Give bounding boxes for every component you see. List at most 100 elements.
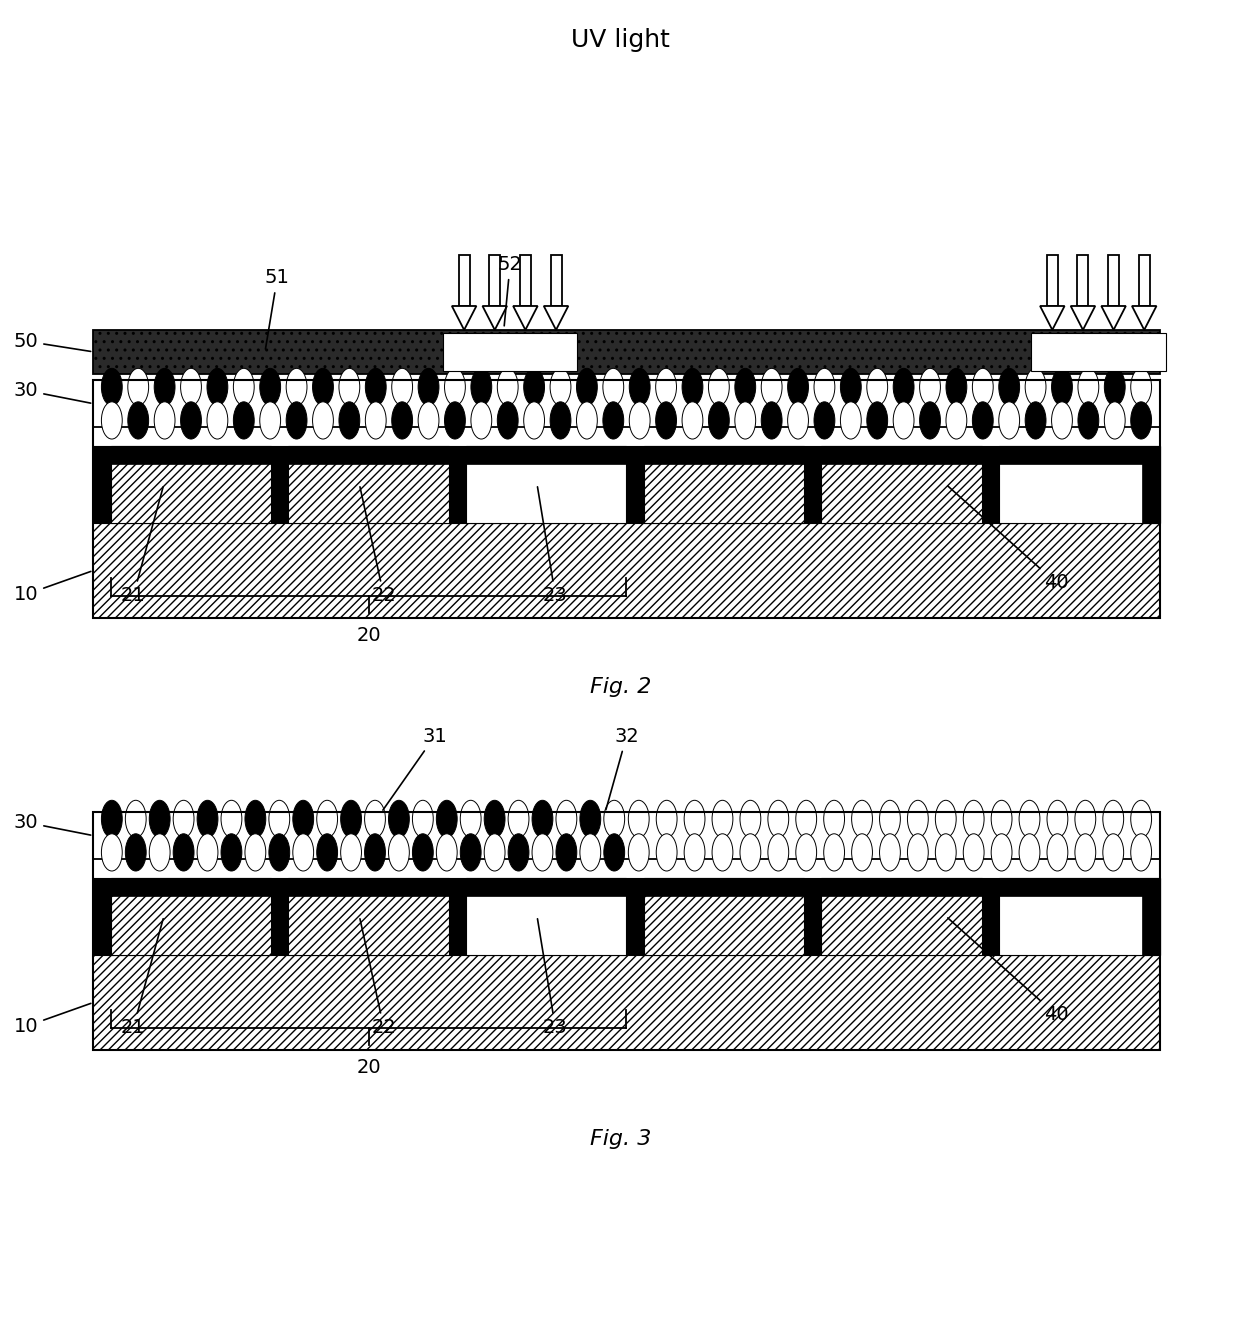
Ellipse shape bbox=[740, 800, 761, 838]
Bar bbox=[93, 380, 1159, 618]
Ellipse shape bbox=[998, 402, 1019, 439]
Ellipse shape bbox=[580, 834, 600, 872]
Ellipse shape bbox=[893, 368, 914, 406]
Ellipse shape bbox=[991, 800, 1012, 838]
Ellipse shape bbox=[484, 800, 505, 838]
Ellipse shape bbox=[556, 800, 577, 838]
Bar bbox=[1030, 333, 1166, 371]
Polygon shape bbox=[1070, 306, 1095, 330]
Ellipse shape bbox=[102, 402, 123, 439]
Ellipse shape bbox=[908, 800, 929, 838]
Bar bbox=[1142, 446, 1159, 522]
Ellipse shape bbox=[181, 402, 201, 439]
Ellipse shape bbox=[629, 800, 650, 838]
Text: 23: 23 bbox=[537, 486, 568, 606]
Text: 21: 21 bbox=[120, 486, 164, 606]
Bar bbox=[93, 330, 1159, 373]
Polygon shape bbox=[482, 306, 507, 330]
Text: 51: 51 bbox=[265, 269, 290, 349]
Text: 10: 10 bbox=[14, 1003, 91, 1035]
Ellipse shape bbox=[1131, 368, 1152, 406]
Bar bbox=[272, 877, 288, 955]
Ellipse shape bbox=[682, 402, 703, 439]
Ellipse shape bbox=[920, 368, 940, 406]
Ellipse shape bbox=[841, 368, 862, 406]
Ellipse shape bbox=[682, 368, 703, 406]
Polygon shape bbox=[466, 446, 626, 522]
Ellipse shape bbox=[293, 800, 314, 838]
Polygon shape bbox=[513, 306, 538, 330]
Ellipse shape bbox=[366, 368, 386, 406]
Ellipse shape bbox=[149, 800, 170, 838]
Ellipse shape bbox=[551, 402, 570, 439]
Bar bbox=[449, 877, 466, 955]
Ellipse shape bbox=[1131, 800, 1152, 838]
Ellipse shape bbox=[813, 402, 835, 439]
Bar bbox=[93, 877, 1159, 896]
Ellipse shape bbox=[551, 368, 570, 406]
Ellipse shape bbox=[181, 368, 201, 406]
Ellipse shape bbox=[708, 402, 729, 439]
Ellipse shape bbox=[708, 368, 729, 406]
Ellipse shape bbox=[867, 368, 888, 406]
Ellipse shape bbox=[1102, 800, 1123, 838]
Text: 20: 20 bbox=[356, 1058, 381, 1077]
Ellipse shape bbox=[656, 834, 677, 872]
Ellipse shape bbox=[603, 368, 624, 406]
Ellipse shape bbox=[893, 402, 914, 439]
Ellipse shape bbox=[1025, 368, 1047, 406]
Ellipse shape bbox=[867, 402, 888, 439]
Ellipse shape bbox=[629, 368, 650, 406]
Ellipse shape bbox=[946, 402, 967, 439]
Ellipse shape bbox=[460, 834, 481, 872]
Bar bbox=[93, 522, 1159, 618]
Ellipse shape bbox=[154, 368, 175, 406]
Bar bbox=[805, 877, 821, 955]
Ellipse shape bbox=[768, 834, 789, 872]
Bar bbox=[982, 877, 999, 955]
Polygon shape bbox=[999, 877, 1159, 955]
Bar bbox=[93, 877, 1159, 955]
Ellipse shape bbox=[879, 800, 900, 838]
Ellipse shape bbox=[221, 800, 242, 838]
Polygon shape bbox=[821, 877, 982, 955]
Bar bbox=[93, 446, 1159, 465]
Polygon shape bbox=[288, 446, 449, 522]
Ellipse shape bbox=[972, 368, 993, 406]
Ellipse shape bbox=[221, 834, 242, 872]
Ellipse shape bbox=[233, 402, 254, 439]
Ellipse shape bbox=[246, 834, 265, 872]
Bar bbox=[982, 446, 999, 522]
Ellipse shape bbox=[436, 834, 458, 872]
Polygon shape bbox=[110, 446, 272, 522]
Polygon shape bbox=[1101, 306, 1126, 330]
Ellipse shape bbox=[312, 402, 334, 439]
Ellipse shape bbox=[712, 800, 733, 838]
Bar bbox=[93, 380, 1159, 427]
Ellipse shape bbox=[197, 834, 218, 872]
Bar bbox=[520, 255, 531, 306]
Ellipse shape bbox=[998, 368, 1019, 406]
Ellipse shape bbox=[1078, 402, 1099, 439]
Ellipse shape bbox=[312, 368, 334, 406]
Ellipse shape bbox=[436, 800, 458, 838]
Bar bbox=[93, 955, 1159, 1050]
Text: 22: 22 bbox=[360, 919, 397, 1037]
Polygon shape bbox=[821, 446, 982, 522]
Polygon shape bbox=[1132, 306, 1157, 330]
Ellipse shape bbox=[879, 834, 900, 872]
Ellipse shape bbox=[128, 368, 149, 406]
Ellipse shape bbox=[656, 402, 677, 439]
Ellipse shape bbox=[656, 800, 677, 838]
Ellipse shape bbox=[508, 800, 529, 838]
Ellipse shape bbox=[684, 834, 706, 872]
Ellipse shape bbox=[207, 368, 228, 406]
Ellipse shape bbox=[735, 368, 755, 406]
Ellipse shape bbox=[365, 834, 386, 872]
Ellipse shape bbox=[366, 402, 386, 439]
Ellipse shape bbox=[532, 834, 553, 872]
Ellipse shape bbox=[813, 368, 835, 406]
Ellipse shape bbox=[128, 402, 149, 439]
Text: 10: 10 bbox=[14, 571, 91, 604]
Ellipse shape bbox=[580, 800, 600, 838]
